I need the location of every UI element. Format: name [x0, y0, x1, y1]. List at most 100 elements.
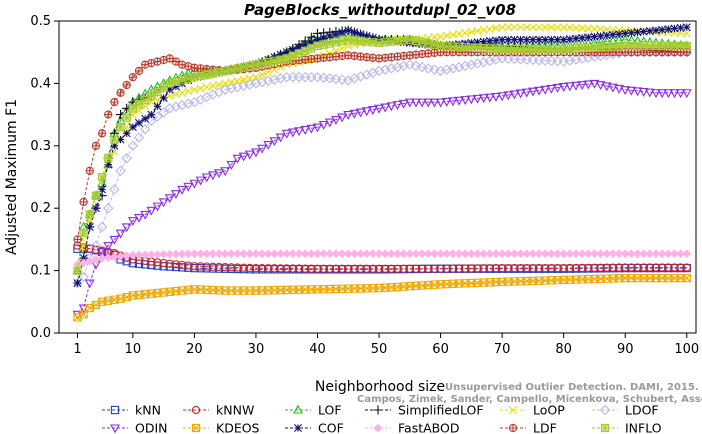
- y-axis: 0.0 0.1 0.2 0.3 0.4 0.5: [30, 14, 59, 341]
- data-point-loop: [547, 23, 556, 32]
- data-point-odin: [84, 279, 95, 289]
- data-point-fastabod: [577, 249, 587, 259]
- legend-item-ldf: LDF: [500, 421, 557, 434]
- data-point-inflo: [381, 38, 390, 47]
- data-point-odin: [232, 154, 243, 164]
- data-point-knnw: [270, 264, 279, 273]
- data-point-odin: [281, 129, 292, 139]
- data-point-odin: [214, 169, 224, 179]
- data-point-loop: [498, 23, 507, 32]
- data-point-cof: [104, 160, 113, 169]
- data-point-odin: [534, 86, 544, 96]
- data-point-cof: [79, 254, 88, 263]
- data-point-cof: [571, 34, 580, 43]
- data-point-ldof: [410, 60, 422, 72]
- data-point-fastabod: [442, 249, 452, 259]
- data-point-ldof: [373, 65, 385, 77]
- data-point-inflo: [288, 51, 298, 61]
- data-point-knnw: [264, 264, 273, 273]
- data-point-odin: [644, 88, 655, 98]
- data-point-loop: [516, 23, 525, 32]
- data-point-fastabod: [657, 249, 667, 259]
- legend-marker: [110, 424, 120, 434]
- data-point-odin: [134, 214, 144, 223]
- data-point-odin: [620, 86, 631, 95]
- data-point-knnw: [344, 264, 353, 273]
- data-point-fastabod: [282, 249, 292, 259]
- data-point-knnw: [325, 264, 334, 273]
- data-point-fastabod: [208, 249, 218, 259]
- data-point-odin: [675, 89, 686, 99]
- data-point-knnw: [682, 263, 691, 272]
- data-point-fastabod: [596, 249, 605, 259]
- data-point-odin: [404, 98, 415, 108]
- data-point-odin: [521, 88, 532, 98]
- data-point-loop: [602, 25, 611, 34]
- data-point-odin: [331, 116, 341, 125]
- data-point-fastabod: [473, 249, 482, 259]
- data-point-knnw: [621, 263, 630, 272]
- data-point-ldof: [127, 140, 139, 151]
- data-point-inflo: [276, 55, 285, 64]
- data-point-knnw: [522, 263, 531, 273]
- legend-label: FastABOD: [398, 421, 460, 434]
- data-point-cof: [498, 35, 507, 44]
- data-point-fastabod: [399, 249, 409, 259]
- data-point-ldof: [330, 73, 342, 85]
- data-point-odin: [386, 102, 397, 112]
- data-point-knnw: [664, 263, 673, 272]
- data-point-ldof: [398, 60, 409, 72]
- data-point-cof: [368, 33, 377, 42]
- data-point-odin: [380, 103, 391, 113]
- data-point-odin: [441, 97, 452, 107]
- legend-label: ODIN: [135, 421, 168, 434]
- data-point-inflo: [313, 41, 322, 51]
- y-tick-label: 0.1: [30, 264, 51, 279]
- data-point-ldof: [164, 103, 175, 114]
- data-point-knnw: [424, 264, 433, 273]
- data-point-inflo: [110, 135, 119, 144]
- data-point-inflo: [233, 64, 242, 73]
- data-point-knnw: [399, 264, 408, 273]
- data-point-ldof: [152, 111, 163, 122]
- data-point-odin: [97, 248, 108, 258]
- data-point-cof: [473, 38, 482, 47]
- data-point-inflo: [264, 58, 273, 67]
- data-point-cof: [128, 123, 137, 132]
- data-point-ldf: [91, 141, 101, 150]
- data-point-knnw: [417, 264, 427, 273]
- legend-item-knnw: kNNW: [183, 403, 254, 418]
- data-point-knnw: [651, 263, 661, 272]
- data-point-odin: [318, 121, 329, 130]
- data-point-fastabod: [190, 249, 199, 259]
- data-point-knnw: [657, 263, 667, 272]
- data-point-fastabod: [460, 249, 470, 259]
- data-point-cof: [73, 279, 82, 288]
- data-point-fastabod: [337, 249, 347, 259]
- data-point-ldf: [128, 73, 138, 82]
- data-point-cof: [596, 31, 605, 40]
- data-point-odin: [103, 242, 114, 251]
- data-point-odin: [207, 171, 218, 181]
- data-point-knnw: [590, 263, 599, 272]
- data-point-odin: [558, 82, 569, 92]
- data-point-odin: [515, 89, 526, 99]
- data-point-knnw: [227, 263, 236, 272]
- data-point-ldof: [336, 74, 348, 85]
- data-point-ldof: [139, 123, 151, 135]
- data-point-loop: [590, 24, 599, 33]
- data-point-knnw: [301, 264, 310, 273]
- data-point-inflo: [141, 95, 150, 105]
- data-point-cof: [338, 28, 347, 37]
- y-tick-label: 0.4: [30, 76, 51, 91]
- data-point-knnw: [565, 263, 574, 273]
- data-point-fastabod: [140, 250, 150, 260]
- data-point-fastabod: [411, 249, 421, 259]
- data-point-odin: [367, 106, 378, 115]
- data-point-knnw: [387, 264, 396, 273]
- data-point-ldof: [490, 54, 502, 65]
- legend-marker: [191, 405, 201, 415]
- legend-label: LDOF: [625, 403, 659, 418]
- data-point-fastabod: [448, 249, 458, 259]
- data-point-odin: [263, 141, 274, 150]
